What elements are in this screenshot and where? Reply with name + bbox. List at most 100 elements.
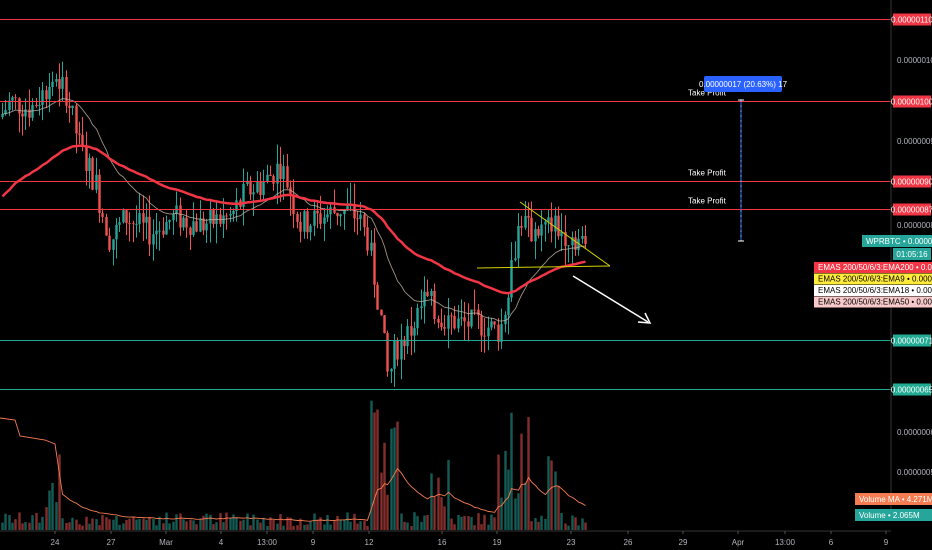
candle-body [142, 213, 145, 223]
volume-bar [101, 514, 104, 530]
volume-bar [272, 519, 275, 530]
volume-bar [547, 456, 550, 530]
candle-body [179, 205, 182, 228]
ema-lines [0, 98, 586, 522]
candle-body [316, 210, 319, 214]
candle-body [306, 211, 309, 233]
volume-bar [235, 517, 238, 530]
ema200-line [1, 144, 586, 295]
candle-body [105, 217, 108, 236]
time-axis[interactable]: 24 27 Mar 4 13:00 9 12 16 19 23 26 29 Apr 13:00 6 9 [0, 530, 891, 547]
volume-bar [31, 515, 34, 530]
candle-body [376, 284, 379, 310]
volume-bar [75, 519, 78, 530]
candle-body [158, 230, 161, 232]
triangle-pattern[interactable] [476, 201, 611, 269]
measure-label-box [704, 76, 782, 92]
volume-bar [24, 522, 27, 530]
candle-body [78, 133, 81, 135]
level-tag-2 [893, 175, 931, 188]
volume-bar [581, 518, 584, 530]
level-tag-4 [893, 334, 931, 347]
candle-body [440, 322, 443, 328]
volume-bar [520, 433, 523, 530]
volume-bar [343, 519, 346, 530]
candle-body [554, 215, 557, 232]
volume-bar [373, 412, 376, 530]
candle-body [296, 214, 299, 222]
volume-bar [507, 469, 510, 530]
volume-bar [386, 494, 389, 530]
candle-body [192, 221, 195, 235]
volume-bar [423, 515, 426, 530]
volume-bar [560, 512, 563, 530]
candle-body [14, 97, 17, 99]
volume-bar [41, 516, 44, 530]
volume-bar [584, 522, 587, 530]
volume-bar [323, 524, 326, 530]
volume-bar [450, 518, 453, 530]
candle-body [51, 81, 54, 87]
price-axis[interactable]: 0.00000105 0.00000095 0.00000085 0.00000060… [890, 0, 932, 520]
candle-body [577, 238, 580, 250]
measure-tool[interactable]: 0.00000017 (20.63%) 17 [699, 76, 788, 242]
candle-body [329, 207, 332, 215]
candle-body [282, 166, 285, 180]
candle-body [453, 315, 456, 329]
candle-body [205, 223, 208, 231]
candle-body [571, 237, 574, 246]
volume-bar [45, 507, 48, 530]
indicator-label-2: EMAS 200/50/6/3:EMA18 • 0.00000082 [818, 286, 932, 295]
volume-bar [85, 516, 88, 530]
volume-bar [514, 498, 517, 530]
candle-body [58, 79, 61, 89]
volume-bar [483, 514, 486, 530]
volume-bar [319, 517, 322, 530]
candle-body [346, 206, 349, 210]
candle-body [75, 105, 78, 134]
candle-body [463, 317, 466, 322]
candle-body [497, 324, 500, 342]
volume-bar [266, 525, 269, 530]
volume-bar [564, 523, 567, 530]
candle-body [353, 204, 356, 219]
candle-body [564, 231, 567, 247]
volume-bar [98, 525, 101, 530]
volume-bar [58, 454, 61, 530]
volume-bar [430, 473, 433, 530]
volume-bar [550, 460, 553, 530]
volume-bar [88, 523, 91, 530]
candle-body [4, 110, 7, 115]
candle-body [152, 234, 155, 245]
volume-bar [326, 515, 329, 530]
candle-body [447, 315, 450, 329]
candle-body [299, 221, 302, 232]
candle-body [510, 260, 513, 298]
candle-body [256, 181, 259, 193]
candle-body [24, 109, 27, 117]
indicator-label-0: EMAS 200/50/6/3:EMA200 • 0.00000082 [818, 263, 932, 272]
volume-bar [91, 518, 94, 530]
candle-body [41, 90, 44, 105]
candle-body [155, 230, 158, 235]
candle-body [396, 340, 399, 360]
volume-bar [51, 482, 54, 530]
volume-bar [172, 521, 175, 530]
candle-body [168, 220, 171, 222]
candle-body [135, 224, 138, 226]
indicator-label-1: EMAS 200/50/6/3:EMA9 • 0.00000082 [818, 275, 932, 284]
volume-bar [400, 513, 403, 530]
volume-tag-0 [855, 493, 932, 505]
volume-bar [148, 516, 151, 530]
candle-body [567, 245, 570, 247]
volume-bar [212, 524, 215, 530]
projection-arrow[interactable] [572, 275, 652, 324]
volume-bar [229, 518, 232, 530]
candle-body [413, 328, 416, 336]
candle-body [537, 228, 540, 236]
volume-bar [165, 512, 168, 530]
time-tick-5: 9 [311, 538, 316, 547]
candle-body [162, 230, 165, 235]
